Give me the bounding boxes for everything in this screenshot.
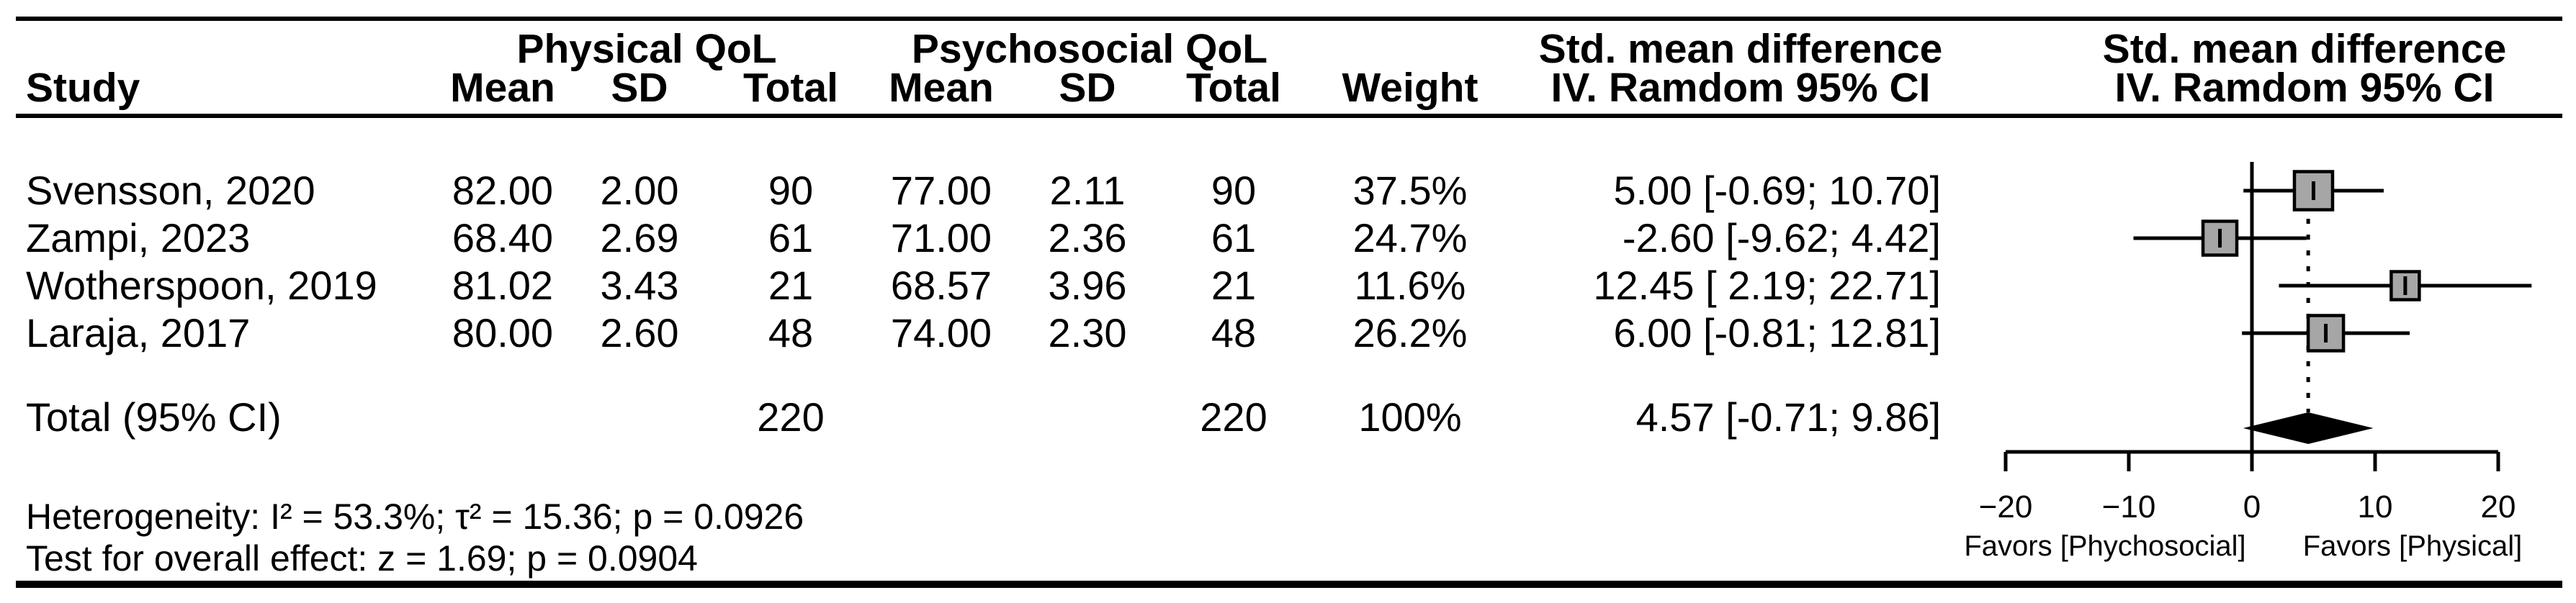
col-header-weight: Weight xyxy=(1342,65,1478,111)
group-header-physical-qol: Physical QoL xyxy=(516,26,777,72)
heterogeneity-note: Heterogeneity: I² = 53.3%; τ² = 15.36; p… xyxy=(26,497,804,537)
pooled-diamond xyxy=(2243,412,2374,444)
row-ci: 5.00 [-0.69; 10.70] xyxy=(1613,168,1941,213)
row-mean1: 80.00 xyxy=(452,310,554,355)
row-study-name: Zampi, 2023 xyxy=(26,215,251,260)
favors-right-label: Favors [Physical] xyxy=(2303,530,2523,562)
row-mean1: 81.02 xyxy=(452,263,554,308)
row-total2: 90 xyxy=(1211,168,1257,213)
x-axis-tick-label: −20 xyxy=(1979,489,2033,525)
total-row-label: Total (95% CI) xyxy=(26,394,282,440)
row-weight: 37.5% xyxy=(1352,168,1468,213)
total-row-ci: 4.57 [-0.71; 9.86] xyxy=(1635,394,1941,440)
row-mean2: 68.57 xyxy=(890,263,992,308)
col-header-iv-random-plot: IV. Ramdom 95% CI xyxy=(2114,65,2495,111)
x-axis-tick-label: −10 xyxy=(2102,489,2156,525)
bottom-rule xyxy=(16,581,2562,588)
row-ci: 12.45 [ 2.19; 22.71] xyxy=(1593,263,1941,308)
row-total2: 48 xyxy=(1211,310,1257,355)
col-header-iv-random-text: IV. Ramdom 95% CI xyxy=(1550,65,1931,111)
weight-square xyxy=(2306,314,2346,353)
x-axis-tick-label: 0 xyxy=(2243,489,2261,525)
row-total2: 61 xyxy=(1211,215,1257,260)
row-sd1: 2.60 xyxy=(600,310,679,355)
col-header-mean-psychosocial: Mean xyxy=(889,65,994,111)
col-header-smd-text: Std. mean difference xyxy=(1538,26,1943,72)
row-study-name: Svensson, 2020 xyxy=(26,168,315,213)
col-header-sd-physical: SD xyxy=(611,65,668,111)
overall-effect-note: Test for overall effect: z = 1.69; p = 0… xyxy=(26,538,698,579)
row-sd2: 2.30 xyxy=(1048,310,1127,355)
col-header-smd-plot: Std. mean difference xyxy=(2102,26,2507,72)
row-mean1: 82.00 xyxy=(452,168,554,213)
col-header-total-psychosocial: Total xyxy=(1186,65,1281,111)
total-row-weight: 100% xyxy=(1358,394,1462,440)
row-mean2: 71.00 xyxy=(890,215,992,260)
row-total1: 21 xyxy=(768,263,814,308)
row-sd1: 2.00 xyxy=(600,168,679,213)
row-sd1: 2.69 xyxy=(600,215,679,260)
row-ci: -2.60 [-9.62; 4.42] xyxy=(1622,215,1941,260)
row-study-name: Wotherspoon, 2019 xyxy=(26,263,377,308)
row-total2: 21 xyxy=(1211,263,1257,308)
group-header-psychosocial-qol: Psychosocial QoL xyxy=(911,26,1268,72)
row-total1: 48 xyxy=(768,310,814,355)
row-mean2: 77.00 xyxy=(890,168,992,213)
row-sd1: 3.43 xyxy=(600,263,679,308)
col-header-sd-psychosocial: SD xyxy=(1059,65,1116,111)
row-study-name: Laraja, 2017 xyxy=(26,310,251,355)
row-mean1: 68.40 xyxy=(452,215,554,260)
row-weight: 11.6% xyxy=(1354,263,1466,308)
favors-left-label: Favors [Phychosocial] xyxy=(1964,530,2245,562)
row-sd2: 2.11 xyxy=(1049,168,1126,213)
total-row-total2: 220 xyxy=(1200,394,1267,440)
top-rule xyxy=(16,17,2562,21)
row-weight: 24.7% xyxy=(1352,215,1468,260)
row-weight: 26.2% xyxy=(1352,310,1468,355)
x-axis-tick-label: 10 xyxy=(2358,489,2393,525)
header-bottom-rule xyxy=(16,114,2562,118)
row-sd2: 2.36 xyxy=(1048,215,1127,260)
x-axis-tick-label: 20 xyxy=(2481,489,2516,525)
row-mean2: 74.00 xyxy=(890,310,992,355)
col-header-total-physical: Total xyxy=(743,65,838,111)
total-row-total1: 220 xyxy=(757,394,825,440)
row-total1: 61 xyxy=(768,215,814,260)
col-header-mean-physical: Mean xyxy=(450,65,555,111)
row-total1: 90 xyxy=(768,168,814,213)
col-header-study: Study xyxy=(26,65,140,111)
row-ci: 6.00 [-0.81; 12.81] xyxy=(1613,310,1941,355)
row-sd2: 3.96 xyxy=(1048,263,1127,308)
